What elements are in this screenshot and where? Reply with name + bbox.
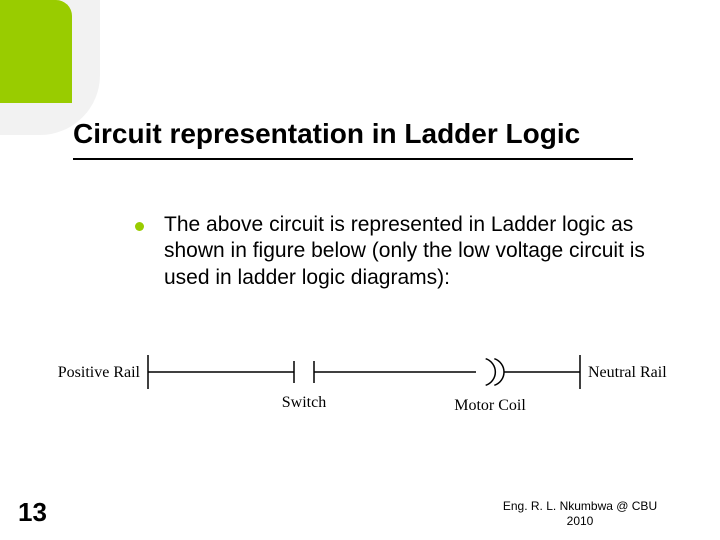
footer-line2: 2010 bbox=[567, 514, 594, 528]
page-number: 13 bbox=[18, 497, 47, 528]
title-underline bbox=[73, 158, 633, 160]
footer-credit: Eng. R. L. Nkumbwa @ CBU 2010 bbox=[480, 499, 680, 528]
svg-text:Motor Coil: Motor Coil bbox=[454, 397, 526, 414]
svg-text:Neutral Rail: Neutral Rail bbox=[588, 364, 667, 381]
footer-line1: Eng. R. L. Nkumbwa @ CBU bbox=[503, 499, 657, 513]
svg-text:Positive Rail: Positive Rail bbox=[58, 364, 141, 381]
ladder-diagram: Positive Rail Switch Motor Coil Neutral Rai… bbox=[50, 348, 680, 438]
slide-body-text: The above circuit is represented in Ladd… bbox=[164, 212, 654, 291]
corner-accent-block bbox=[0, 0, 72, 103]
bullet-icon bbox=[135, 222, 144, 231]
slide-title: Circuit representation in Ladder Logic bbox=[73, 118, 580, 150]
svg-text:Switch: Switch bbox=[282, 394, 326, 411]
